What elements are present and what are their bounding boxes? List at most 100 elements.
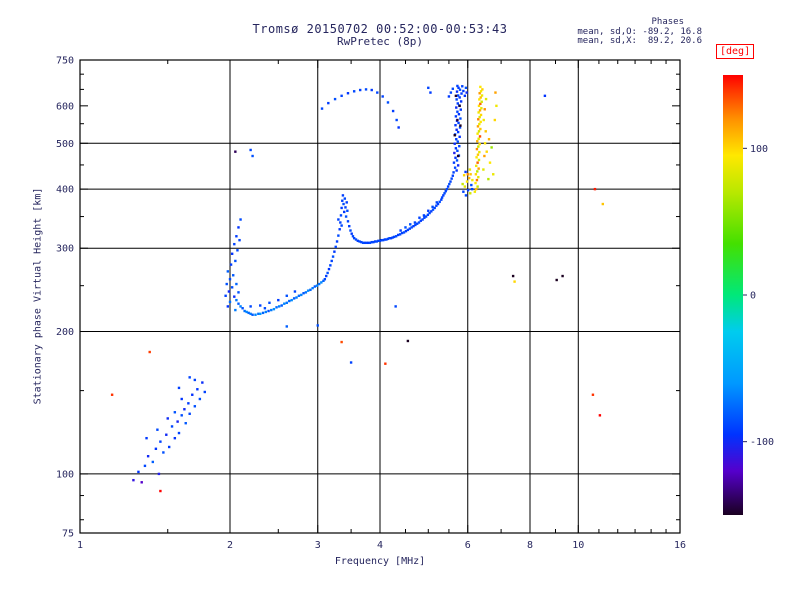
- data-point: [363, 241, 367, 245]
- data-point: [454, 147, 458, 150]
- data-point: [283, 302, 286, 305]
- data-point: [479, 113, 483, 117]
- data-point: [404, 226, 407, 229]
- data-point: [413, 221, 417, 224]
- data-point: [241, 307, 244, 310]
- data-point: [344, 206, 347, 209]
- data-point: [479, 102, 482, 105]
- data-point: [386, 237, 390, 241]
- data-point: [406, 228, 410, 232]
- data-point: [477, 175, 480, 179]
- data-point: [561, 274, 564, 278]
- data-point: [474, 173, 478, 176]
- data-point: [196, 388, 199, 391]
- data-point: [475, 178, 479, 182]
- data-point: [392, 235, 396, 239]
- data-point: [470, 187, 474, 191]
- data-point: [458, 104, 461, 108]
- data-point: [456, 164, 460, 167]
- data-point: [132, 478, 135, 482]
- data-point: [337, 218, 340, 221]
- data-point: [455, 169, 458, 172]
- phase-stats-x-mode: mean, sd,X: 89.2, 20.6: [577, 36, 702, 46]
- data-point: [395, 118, 398, 122]
- data-point: [337, 234, 340, 237]
- data-point: [478, 98, 481, 101]
- data-point: [471, 178, 474, 182]
- data-point: [343, 197, 347, 200]
- data-point: [159, 440, 162, 443]
- data-point: [188, 412, 191, 415]
- data-point: [313, 285, 317, 288]
- data-point: [450, 177, 453, 180]
- data-point: [228, 278, 232, 281]
- data-point: [454, 156, 457, 159]
- data-point: [230, 286, 234, 289]
- data-point: [293, 290, 297, 293]
- data-point: [145, 436, 148, 440]
- data-point: [479, 90, 483, 93]
- data-point: [478, 115, 481, 119]
- data-point: [191, 393, 194, 396]
- data-point: [451, 87, 455, 90]
- data-point: [449, 180, 452, 183]
- y-tick-label: 100: [56, 469, 74, 480]
- data-point: [477, 111, 480, 114]
- data-point: [453, 151, 456, 155]
- data-point: [234, 308, 237, 312]
- data-point: [456, 154, 460, 158]
- data-point: [302, 292, 305, 295]
- data-point: [417, 221, 421, 224]
- data-point: [475, 164, 478, 168]
- data-point: [511, 274, 515, 278]
- page-title: Tromsø 20150702 00:52:00-00:53:43: [252, 22, 508, 36]
- data-point: [482, 118, 485, 122]
- data-point: [391, 109, 395, 113]
- data-point: [386, 101, 390, 104]
- data-point: [320, 281, 323, 284]
- data-point: [476, 161, 479, 164]
- data-point: [459, 100, 463, 103]
- data-point: [228, 300, 232, 304]
- data-point: [465, 180, 469, 183]
- data-point: [476, 140, 479, 143]
- data-point: [481, 88, 484, 91]
- data-point: [176, 420, 179, 423]
- data-point: [367, 241, 370, 245]
- data-point: [257, 312, 260, 316]
- data-point: [344, 215, 348, 218]
- data-point: [397, 126, 400, 129]
- data-point: [477, 130, 481, 133]
- data-point: [356, 239, 359, 243]
- data-point: [370, 240, 373, 244]
- data-point: [487, 177, 490, 181]
- data-point: [476, 153, 480, 156]
- data-point: [280, 304, 283, 307]
- colorbar: [723, 75, 743, 515]
- data-point: [478, 142, 481, 146]
- data-point: [477, 167, 480, 170]
- data-point: [159, 489, 162, 493]
- data-point: [451, 174, 455, 177]
- page-subtitle: RwPretec (8p): [336, 35, 424, 48]
- y-tick-label: 400: [56, 185, 74, 196]
- data-point: [165, 433, 168, 436]
- data-point: [456, 94, 460, 97]
- data-point: [358, 240, 361, 243]
- data-point: [430, 210, 433, 213]
- data-point: [251, 313, 254, 316]
- data-point: [364, 88, 368, 91]
- data-point: [184, 421, 187, 425]
- data-point: [140, 481, 143, 484]
- data-point: [157, 472, 161, 476]
- data-point: [193, 378, 197, 382]
- data-point: [427, 209, 430, 212]
- data-point: [137, 470, 140, 474]
- data-point: [377, 239, 380, 243]
- data-point: [468, 168, 472, 171]
- data-point: [235, 282, 238, 286]
- data-point: [309, 288, 312, 292]
- data-point: [285, 325, 288, 328]
- data-point: [388, 237, 391, 240]
- x-tick-label: 16: [674, 540, 686, 551]
